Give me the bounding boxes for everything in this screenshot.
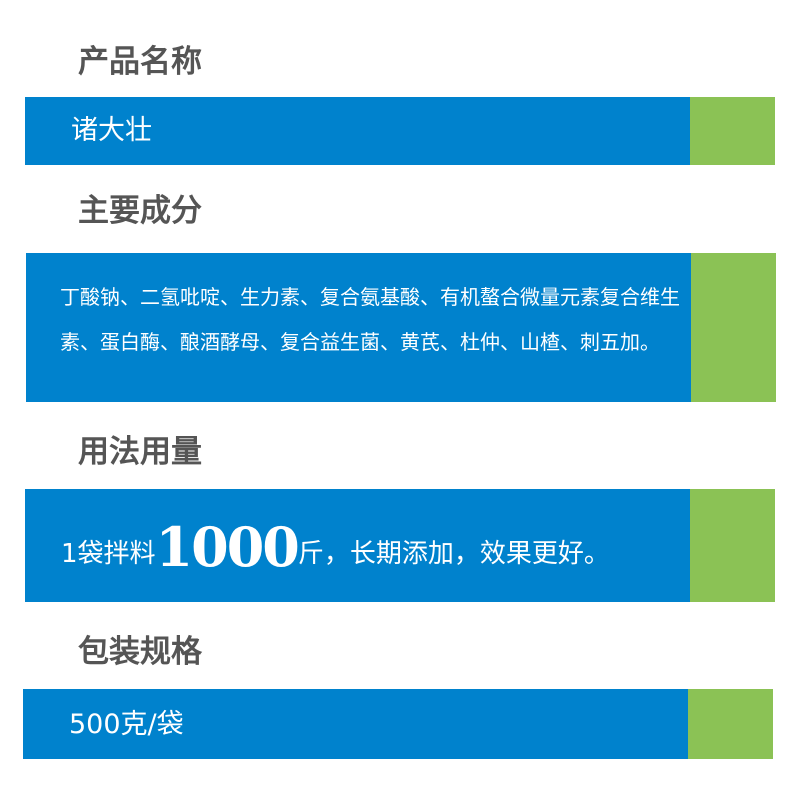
- usage-suffix: 斤，长期添加，效果更好。: [297, 539, 610, 569]
- ingredients-bar: 丁酸钠、二氢吡啶、生力素、复合氨基酸、有机螯合微量元素复合维生素、蛋白酶、酿酒酵…: [26, 253, 776, 402]
- ingredients-value: 丁酸钠、二氢吡啶、生力素、复合氨基酸、有机螯合微量元素复合维生素、蛋白酶、酿酒酵…: [60, 285, 680, 354]
- usage-prefix: 1袋拌料: [61, 539, 156, 569]
- heading-ingredients: 主要成分: [78, 193, 202, 229]
- packaging-bar: 500克/袋: [23, 689, 773, 759]
- accent-block: [690, 97, 775, 165]
- heading-packaging: 包装规格: [78, 634, 202, 670]
- product-name-bar: 诸大壮: [25, 97, 775, 165]
- accent-block: [691, 253, 776, 402]
- usage-amount: 1000: [155, 515, 300, 579]
- usage-value: 1袋拌料1000斤，长期添加，效果更好。: [61, 517, 610, 584]
- heading-usage: 用法用量: [78, 434, 202, 470]
- heading-product-name: 产品名称: [78, 44, 202, 80]
- product-name-value: 诸大壮: [71, 115, 152, 146]
- usage-bar: 1袋拌料1000斤，长期添加，效果更好。: [25, 489, 775, 602]
- packaging-value: 500克/袋: [69, 709, 184, 740]
- accent-block: [688, 689, 773, 759]
- accent-block: [690, 489, 775, 602]
